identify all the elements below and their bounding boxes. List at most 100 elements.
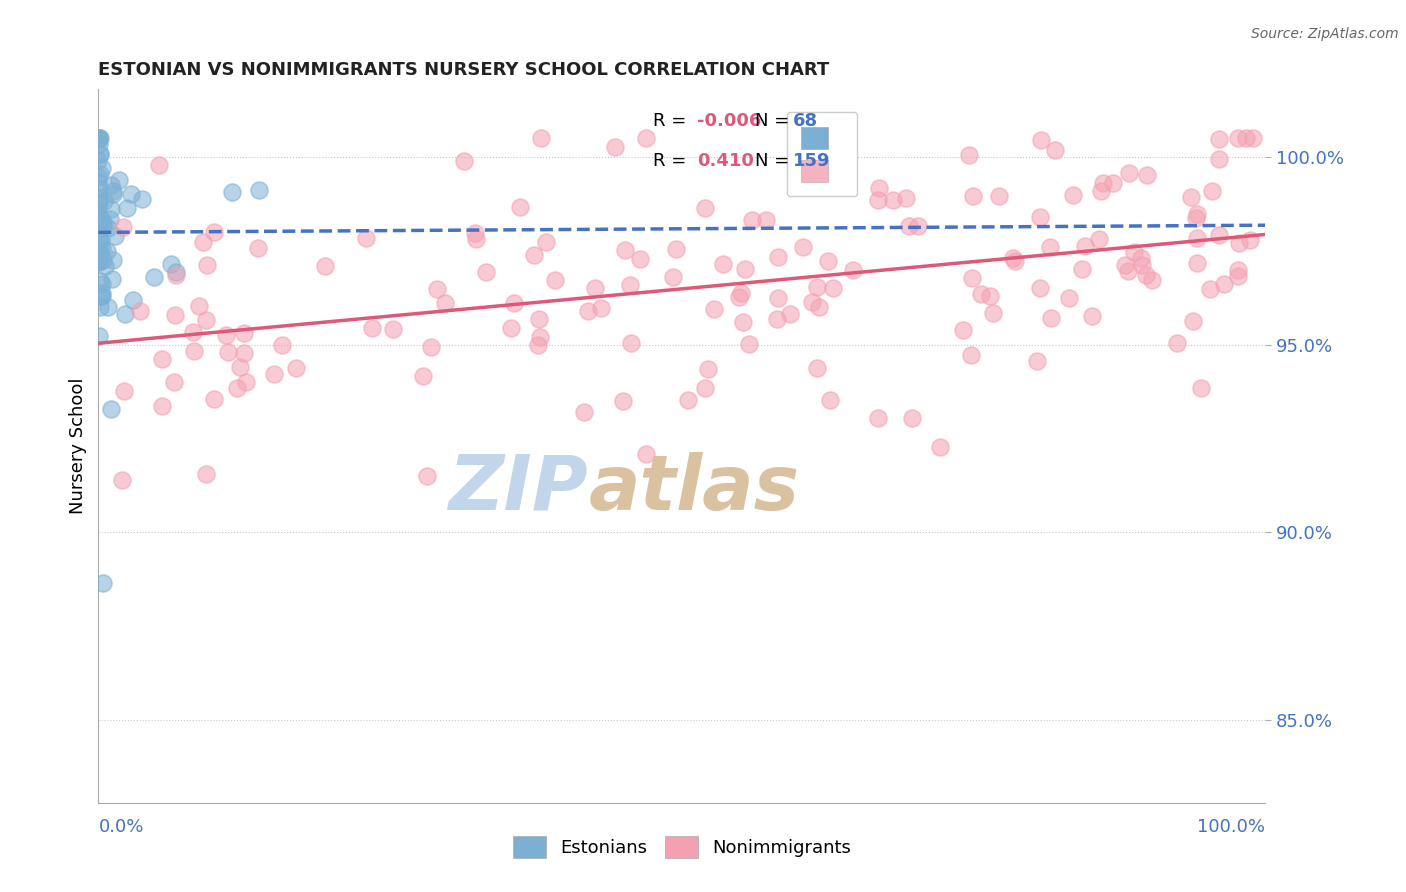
Point bbox=[960, 271, 983, 285]
Point bbox=[87, 230, 110, 244]
Point bbox=[1130, 258, 1153, 272]
Point bbox=[503, 295, 526, 310]
Point bbox=[1045, 144, 1067, 158]
Point bbox=[91, 241, 114, 255]
Point bbox=[1118, 166, 1140, 180]
Point bbox=[779, 307, 801, 321]
Point bbox=[166, 265, 188, 279]
Point bbox=[1239, 234, 1261, 248]
Point bbox=[1029, 133, 1052, 147]
Point bbox=[263, 367, 285, 381]
Point bbox=[89, 190, 111, 204]
Point bbox=[730, 286, 752, 301]
Point bbox=[221, 186, 243, 200]
Point bbox=[970, 287, 993, 301]
Point bbox=[150, 399, 173, 413]
Point bbox=[1182, 314, 1205, 328]
Point bbox=[163, 375, 186, 389]
Point bbox=[576, 304, 599, 318]
Point bbox=[314, 260, 336, 274]
Point bbox=[143, 270, 166, 285]
Point bbox=[1208, 132, 1230, 146]
Point bbox=[1123, 244, 1146, 259]
Point bbox=[527, 311, 550, 326]
Point bbox=[434, 296, 457, 310]
Point bbox=[465, 232, 488, 246]
Point bbox=[235, 376, 257, 390]
Point bbox=[697, 362, 720, 376]
Point bbox=[87, 193, 110, 207]
Point bbox=[89, 300, 111, 314]
Point bbox=[150, 352, 173, 367]
Point bbox=[766, 311, 789, 326]
Point bbox=[676, 393, 699, 408]
Point bbox=[91, 575, 114, 590]
Point bbox=[1136, 168, 1159, 182]
Point bbox=[89, 131, 111, 145]
Point bbox=[453, 154, 475, 169]
Point bbox=[89, 181, 111, 195]
Point bbox=[112, 384, 135, 398]
Point bbox=[87, 252, 110, 266]
Point bbox=[204, 225, 226, 239]
Point bbox=[1227, 268, 1250, 283]
Text: 0.0%: 0.0% bbox=[98, 818, 143, 836]
Point bbox=[1226, 131, 1249, 145]
Point bbox=[734, 261, 756, 276]
Point bbox=[509, 200, 531, 214]
Point bbox=[695, 201, 717, 215]
Point bbox=[603, 140, 626, 154]
Point bbox=[93, 259, 115, 273]
Point bbox=[530, 131, 553, 145]
Point bbox=[1002, 251, 1025, 265]
Point bbox=[91, 288, 114, 302]
Text: -0.006: -0.006 bbox=[697, 112, 762, 130]
Point bbox=[114, 307, 136, 321]
Point bbox=[464, 226, 486, 240]
Point bbox=[693, 381, 716, 395]
Point bbox=[962, 189, 984, 203]
Point bbox=[957, 148, 980, 162]
Point bbox=[195, 313, 218, 327]
Point bbox=[100, 202, 122, 217]
Point bbox=[1189, 381, 1212, 395]
Point bbox=[412, 368, 434, 383]
Point bbox=[821, 281, 844, 295]
Point bbox=[121, 293, 143, 307]
Point bbox=[1028, 281, 1050, 295]
Point bbox=[1090, 184, 1112, 198]
Point bbox=[90, 212, 112, 227]
Point bbox=[426, 282, 449, 296]
Point bbox=[1226, 262, 1249, 277]
Point bbox=[841, 263, 863, 277]
Point bbox=[868, 193, 890, 207]
Point bbox=[91, 286, 114, 301]
Point bbox=[1092, 176, 1115, 190]
Point bbox=[636, 131, 658, 145]
Point bbox=[87, 169, 110, 184]
Point bbox=[1073, 238, 1095, 252]
Point bbox=[897, 219, 920, 233]
Point bbox=[87, 137, 110, 152]
Point bbox=[165, 268, 187, 283]
Text: Source: ZipAtlas.com: Source: ZipAtlas.com bbox=[1251, 27, 1399, 41]
Point bbox=[97, 220, 120, 235]
Point bbox=[1039, 240, 1062, 254]
Point bbox=[87, 131, 110, 145]
Point bbox=[1241, 131, 1264, 145]
Point bbox=[354, 230, 377, 244]
Point bbox=[226, 381, 249, 395]
Point bbox=[89, 246, 111, 260]
Point bbox=[1070, 261, 1092, 276]
Point bbox=[101, 272, 124, 286]
Point bbox=[215, 328, 238, 343]
Point bbox=[900, 411, 922, 425]
Point bbox=[1101, 176, 1123, 190]
Point bbox=[741, 212, 763, 227]
Point bbox=[381, 322, 404, 336]
Point bbox=[103, 185, 125, 199]
Point bbox=[87, 153, 110, 167]
Point bbox=[636, 446, 658, 460]
Point bbox=[108, 172, 131, 186]
Text: ZIP: ZIP bbox=[449, 452, 589, 525]
